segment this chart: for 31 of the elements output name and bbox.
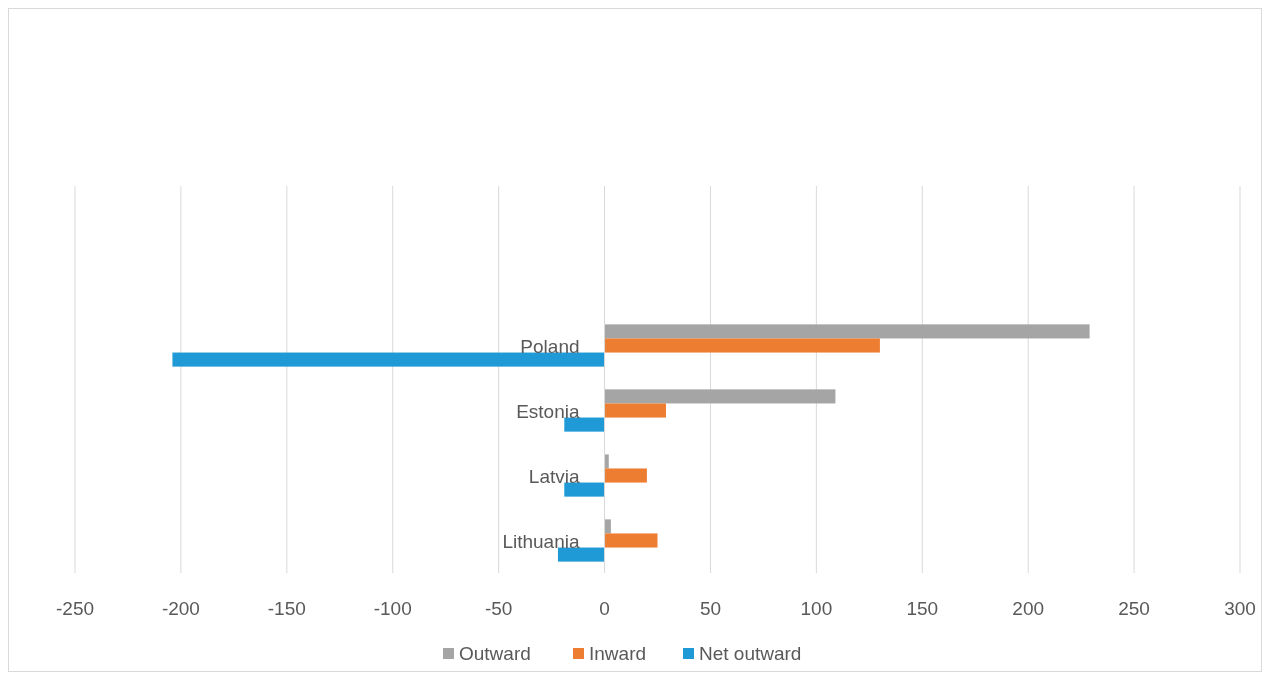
legend-label: Inward: [589, 643, 647, 664]
y-tick-label: Estonia: [516, 400, 580, 422]
bar: [604, 533, 658, 548]
x-tick-label: -200: [161, 598, 200, 619]
x-tick-label: -250: [55, 598, 95, 619]
x-tick-label: -150: [267, 598, 306, 619]
bar: [604, 389, 836, 404]
x-tick-label: 300: [1224, 598, 1256, 619]
x-tick-label: -50: [484, 598, 513, 619]
bar: [564, 417, 605, 432]
y-tick-label: Latvia: [528, 465, 580, 487]
y-tick-label: Poland: [520, 335, 580, 357]
bar: [604, 519, 611, 534]
y-tick-label: Lithuania: [502, 530, 580, 552]
legend-label: Net outward: [699, 643, 802, 664]
x-tick-label: 250: [1118, 598, 1150, 619]
x-tick-label: 100: [800, 598, 833, 619]
bar: [604, 468, 647, 483]
x-tick-label: 200: [1012, 598, 1045, 619]
bar: [172, 352, 605, 367]
x-tick-label: -100: [373, 598, 412, 619]
x-tick-label: 50: [699, 598, 722, 619]
bar: [604, 324, 1090, 339]
x-tick-label: 150: [906, 598, 939, 619]
legend-label: Outward: [459, 643, 531, 664]
bar: [604, 454, 609, 469]
bar: [604, 338, 880, 353]
bar: [604, 403, 666, 418]
bar: [564, 482, 605, 497]
x-tick-label: 0: [599, 598, 610, 619]
bar: [557, 547, 605, 562]
